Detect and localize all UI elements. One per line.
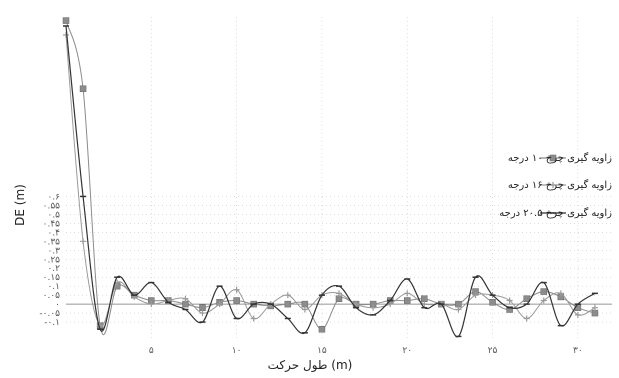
- x-tick-label-4: ۲۵: [488, 346, 498, 356]
- series-1-point-19: [387, 301, 394, 308]
- series-0-point-7: [182, 300, 189, 308]
- y-tick-label-9: ۰.۳۵: [43, 237, 61, 247]
- legend-marker-0: [549, 154, 557, 162]
- series-1-point-29: [557, 290, 564, 297]
- y-tick-label-3: ۰.۰۵: [43, 291, 61, 301]
- y-tick-label-13: ۰.۵۵: [43, 201, 61, 211]
- legend-marker-1: [550, 182, 556, 188]
- series-1-point-27: [523, 315, 530, 322]
- y-tick-label-8: ۰.۳: [47, 246, 60, 256]
- legend-label-2: زاویه گیری چرخ ۲۰.۵ درجه: [499, 207, 612, 219]
- series-0-point-31: [591, 309, 599, 317]
- series-1-point-13: [284, 292, 291, 299]
- series-1-point-7: [182, 295, 189, 302]
- x-axis-ticks: ۵ ۱۰ ۱۵ ۲۰ ۲۵ ۳۰: [149, 346, 583, 356]
- series-1-point-11: [250, 315, 257, 322]
- y-axis-label: DE (m): [13, 184, 27, 226]
- y-axis-ticks: -۰.۱-۰.۰۵۰۰.۰۵۰.۱۰.۱۵۰.۲۰.۲۵۰.۳۰.۳۵۰.۴۰.…: [39, 192, 60, 328]
- x-tick-label-0: ۵: [149, 346, 154, 356]
- y-tick-label-10: ۰.۴: [47, 228, 60, 238]
- y-tick-label-1: -۰.۰۵: [39, 309, 60, 319]
- x-tick-label-5: ۳۰: [573, 346, 583, 356]
- y-tick-label-2: ۰: [55, 300, 60, 310]
- series-1-point-23: [455, 306, 462, 313]
- series-0-point-14: [301, 300, 309, 308]
- x-tick-label-2: ۱۵: [317, 346, 327, 356]
- series-layer: [62, 17, 599, 338]
- series-0-point-21: [421, 295, 428, 302]
- series-0-point-25: [489, 299, 496, 306]
- series-0-point-1: [79, 85, 87, 93]
- series-1-point-9: [216, 301, 223, 308]
- legend: زاویه گیری چرخ ۱۰ درجه زاویه گیری چرخ ۱۶ …: [499, 152, 612, 219]
- series-1-point-18: [370, 304, 377, 311]
- y-tick-label-0: -۰.۱: [44, 318, 60, 328]
- series-0-point-16: [335, 295, 343, 302]
- series-1-point-26: [506, 297, 513, 304]
- series-1-point-24: [472, 292, 479, 299]
- series-2: [63, 25, 598, 338]
- y-tick-label-6: ۰.۲: [47, 264, 60, 274]
- x-axis-label: طول حرکت (m): [268, 358, 353, 373]
- series-0-point-26: [506, 306, 513, 313]
- series-1-point-30: [574, 311, 581, 318]
- series-0-point-8: [199, 304, 206, 311]
- series-1-point-10: [233, 286, 240, 293]
- legend-label-1: زاویه گیری چرخ ۱۶ درجه: [508, 179, 612, 191]
- series-1-point-16: [336, 290, 342, 297]
- series-1-point-8: [199, 310, 206, 317]
- y-tick-label-12: ۰.۵: [47, 210, 60, 220]
- series-1-point-17: [353, 301, 360, 308]
- series-1-point-28: [540, 297, 547, 304]
- series-1-point-31: [591, 304, 598, 311]
- x-tick-label-1: ۱۰: [232, 346, 242, 356]
- series-0-point-0: [62, 17, 70, 24]
- x-tick-label-3: ۲۰: [402, 346, 412, 356]
- series-1-point-14: [301, 306, 308, 313]
- series-0-point-27: [523, 295, 530, 302]
- series-0-point-15: [318, 325, 326, 333]
- series-0-point-13: [284, 300, 292, 308]
- series-1-point-21: [421, 301, 428, 308]
- series-0-point-23: [455, 300, 462, 308]
- y-tick-label-14: ۰.۶: [47, 192, 60, 202]
- y-tick-label-11: ۰.۴۵: [43, 219, 61, 229]
- y-tick-label-5: ۰.۱۵: [43, 273, 61, 283]
- y-tick-label-7: ۰.۲۵: [43, 255, 61, 265]
- series-1-point-0: [63, 31, 69, 38]
- series-0-point-10: [233, 297, 240, 304]
- series-1-point-1: [80, 238, 87, 245]
- series-1-point-5: [148, 301, 155, 308]
- series-0-point-28: [540, 288, 547, 295]
- series-1-point-20: [404, 290, 411, 297]
- series-0-point-20: [404, 297, 411, 304]
- y-tick-label-4: ۰.۱: [47, 282, 60, 292]
- legend-label-0: زاویه گیری چرخ ۱۰ درجه: [508, 152, 612, 164]
